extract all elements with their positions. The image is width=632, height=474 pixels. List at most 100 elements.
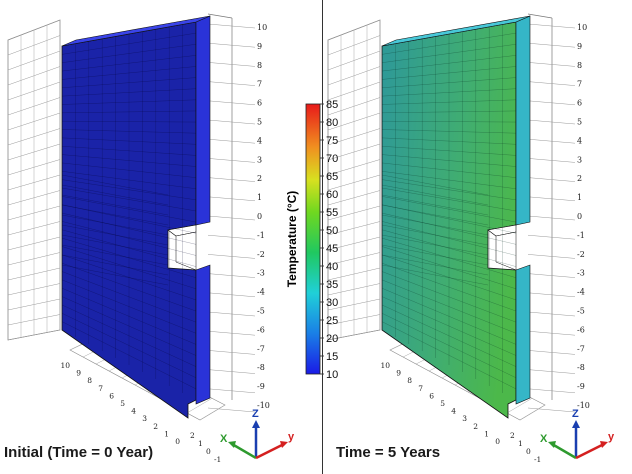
z-axis-label: Z	[252, 408, 259, 420]
caption-initial: Initial (Time = 0 Year)	[4, 444, 154, 461]
y-tick-label: 5	[257, 118, 262, 127]
y-tick-label: -8	[577, 363, 585, 372]
y-tick-label: 7	[577, 80, 582, 89]
grid-box	[7, 13, 256, 421]
y-tick-label: -1	[257, 231, 265, 240]
x-tick-label: 3	[142, 414, 147, 423]
slab-top-face	[381, 15, 531, 47]
y-tick-label: -5	[577, 307, 585, 316]
y-tick-label: 5	[577, 118, 582, 127]
x-tick-label: 5	[440, 399, 445, 408]
x-tick-label: 8	[407, 376, 412, 385]
x-tick-label: 1	[484, 429, 489, 438]
x-tick-label: 9	[76, 369, 81, 378]
y-tick-label: 10	[257, 23, 267, 32]
slab-side-face-lower	[195, 264, 211, 405]
panel-initial: 109876543210-1-2-3-4-5-6-7-8-9-101098765…	[7, 13, 270, 464]
x-tick-label: 4	[131, 407, 136, 416]
y-tick-label: 4	[577, 136, 582, 145]
slab-side-face-lower	[515, 264, 531, 405]
x-tick-label: 7	[98, 384, 103, 393]
y-tick-label: 2	[257, 174, 262, 183]
colorbar-tick-label: 35	[326, 279, 338, 291]
y-tick-label: 3	[577, 155, 582, 164]
rock-slab-model	[381, 15, 531, 419]
y-tick-label: -7	[577, 344, 585, 353]
y-tick-label: 7	[257, 80, 262, 89]
x-tick-label: 9	[396, 369, 401, 378]
y-tick-label: -9	[257, 382, 265, 391]
y-tick-label: -1	[577, 231, 585, 240]
y-tick-label: -9	[577, 382, 585, 391]
colorbar-tick-label: 70	[326, 153, 338, 165]
x-tick-label: 3	[462, 414, 467, 423]
z-tick-label: 1	[198, 439, 203, 448]
colorbar-tick-label: 60	[326, 189, 338, 201]
y-tick-label: 8	[257, 61, 262, 70]
colorbar-tick-label: 45	[326, 243, 338, 255]
y-tick-label: -7	[257, 344, 265, 353]
colorbar-tick-label: 55	[326, 207, 338, 219]
panel-five-years: 109876543210-1-2-3-4-5-6-7-8-9-101098765…	[327, 13, 590, 464]
grid-box	[327, 13, 576, 421]
panel-divider	[322, 0, 323, 474]
y-tick-label: 6	[257, 99, 262, 108]
y-tick-label: 6	[577, 99, 582, 108]
rock-slab-model	[61, 15, 211, 419]
x-tick-label: 0	[495, 437, 500, 446]
x-tick-label: 2	[473, 422, 478, 431]
y-tick-label: 0	[257, 212, 262, 221]
colorbar-tick-label: 85	[326, 99, 338, 111]
colorbar-tick-label: 40	[326, 261, 338, 273]
x-tick-label: 2	[153, 422, 158, 431]
y-tick-label: -4	[257, 288, 265, 297]
y-axis-label: y	[608, 431, 615, 443]
mesh-lines	[61, 24, 197, 393]
y-tick-label: -6	[257, 325, 265, 334]
z-tick-label: 0	[526, 447, 531, 456]
y-tick-label: -4	[577, 288, 585, 297]
colorbar-gradient	[305, 103, 321, 375]
x-tick-label: 10	[60, 361, 70, 370]
x-tick-label: 6	[429, 391, 434, 400]
slab-top-face	[61, 15, 211, 47]
y-tick-label: 0	[577, 212, 582, 221]
y-axis-label: y	[288, 431, 295, 443]
colorbar-tick-label: 10	[326, 369, 338, 381]
y-tick-label: 4	[257, 136, 262, 145]
x-axis-label: X	[540, 433, 548, 445]
x-tick-label: 6	[109, 391, 114, 400]
z-axis-label: Z	[572, 408, 579, 420]
y-axis-arrow	[575, 442, 605, 460]
y-tick-label: -2	[257, 250, 265, 259]
z-axis-ticks: 210-1	[190, 431, 221, 464]
colorbar-tick-label: 75	[326, 135, 338, 147]
z-tick-label: 0	[206, 447, 211, 456]
colorbar-tick-label: 25	[326, 315, 338, 327]
colorbar-tick-label: 20	[326, 333, 338, 345]
slab-side-face	[195, 15, 211, 226]
y-tick-label: 10	[577, 23, 587, 32]
y-tick-label: 2	[577, 174, 582, 183]
colorbar-tick-label: 65	[326, 171, 338, 183]
y-tick-label: -2	[577, 250, 585, 259]
mesh-lines	[381, 24, 517, 393]
slab-side-face	[515, 15, 531, 226]
y-tick-label: 1	[257, 193, 262, 202]
y-tick-label: -3	[257, 269, 265, 278]
x-tick-label: 10	[380, 361, 390, 370]
x-axis-label: X	[220, 433, 228, 445]
y-tick-label: -3	[577, 269, 585, 278]
colorbar-title: Temperature (°C)	[285, 191, 299, 288]
colorbar-tick-label: 15	[326, 351, 338, 363]
y-tick-label: -10	[577, 401, 590, 410]
z-tick-label: -1	[534, 455, 541, 464]
x-axis-arrow	[551, 442, 577, 460]
caption-five-years: Time = 5 Years	[336, 444, 441, 461]
colorbar-tick-label: 80	[326, 117, 338, 129]
x-tick-label: 5	[120, 399, 125, 408]
z-tick-label: 2	[190, 431, 195, 440]
z-axis-ticks: 210-1	[510, 431, 541, 464]
